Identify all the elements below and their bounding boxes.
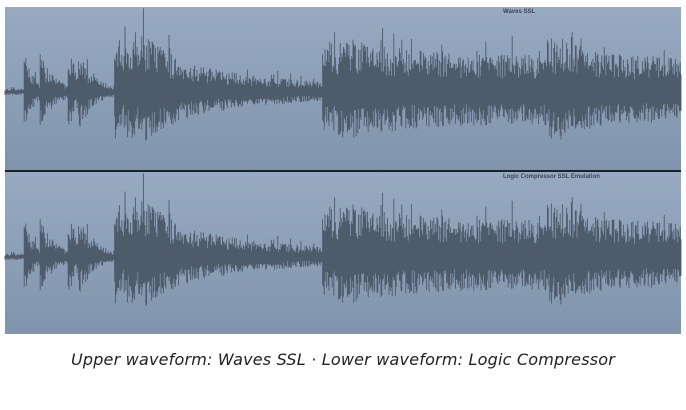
caption: Upper waveform: Waves SSL · Lower wavefo… bbox=[70, 350, 616, 369]
lower-label: Logic Compressor SSL Emulation bbox=[503, 174, 600, 180]
waveform-path bbox=[4, 173, 682, 306]
waveform-path bbox=[4, 8, 682, 141]
divider bbox=[5, 170, 681, 172]
upper-waveform bbox=[4, 8, 682, 141]
waveform-screenshot: Waves SSL Logic Compressor SSL Emulation bbox=[4, 7, 682, 334]
lower-waveform bbox=[4, 173, 682, 306]
upper-label: Waves SSL bbox=[503, 9, 535, 15]
